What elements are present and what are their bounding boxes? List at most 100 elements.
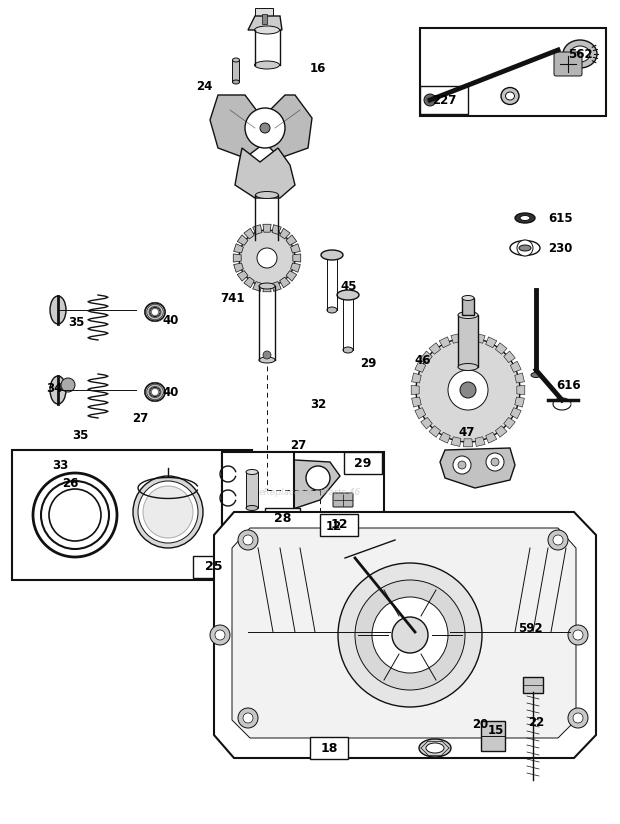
Bar	[462, 298, 474, 315]
Bar	[193, 556, 235, 578]
Ellipse shape	[327, 307, 337, 313]
Polygon shape	[263, 283, 271, 292]
Polygon shape	[291, 263, 300, 272]
Polygon shape	[415, 361, 426, 372]
Polygon shape	[253, 282, 262, 292]
Ellipse shape	[50, 376, 66, 404]
Polygon shape	[232, 528, 576, 738]
Text: 34: 34	[46, 382, 63, 395]
Polygon shape	[280, 277, 290, 288]
Ellipse shape	[570, 46, 590, 62]
Text: 29: 29	[360, 357, 376, 369]
Polygon shape	[272, 282, 281, 292]
Polygon shape	[515, 397, 525, 407]
Text: 592: 592	[518, 621, 542, 634]
Circle shape	[573, 630, 583, 640]
Ellipse shape	[343, 347, 353, 353]
Text: 615: 615	[548, 212, 573, 224]
FancyBboxPatch shape	[333, 493, 353, 507]
Circle shape	[238, 530, 258, 550]
Bar	[310, 737, 348, 759]
Polygon shape	[233, 254, 241, 262]
Circle shape	[61, 378, 75, 392]
Polygon shape	[214, 512, 596, 758]
Ellipse shape	[515, 213, 535, 223]
Polygon shape	[228, 458, 340, 510]
Text: 40: 40	[162, 386, 179, 399]
Circle shape	[553, 535, 563, 545]
Polygon shape	[451, 437, 461, 447]
Bar	[344, 452, 382, 474]
Text: 18: 18	[321, 742, 338, 755]
Circle shape	[568, 625, 588, 645]
Polygon shape	[421, 418, 432, 429]
Polygon shape	[244, 228, 254, 239]
Text: 27: 27	[132, 411, 148, 424]
Ellipse shape	[337, 290, 359, 300]
Polygon shape	[429, 426, 441, 438]
Ellipse shape	[519, 245, 531, 251]
Circle shape	[210, 625, 230, 645]
FancyBboxPatch shape	[554, 52, 582, 76]
Text: 46: 46	[414, 353, 430, 367]
Ellipse shape	[246, 505, 258, 511]
Circle shape	[458, 461, 466, 469]
Text: 16: 16	[310, 62, 326, 74]
Ellipse shape	[520, 216, 530, 221]
Ellipse shape	[232, 58, 239, 62]
Ellipse shape	[255, 236, 278, 244]
Ellipse shape	[531, 372, 541, 377]
Circle shape	[453, 456, 471, 474]
Circle shape	[257, 248, 277, 268]
Text: 29: 29	[354, 456, 371, 470]
Polygon shape	[286, 235, 297, 246]
Polygon shape	[244, 277, 254, 288]
Circle shape	[240, 480, 264, 504]
Polygon shape	[429, 343, 441, 354]
Text: 35: 35	[72, 428, 89, 442]
Polygon shape	[237, 270, 248, 281]
Text: 741: 741	[220, 292, 244, 305]
Ellipse shape	[426, 743, 444, 753]
Circle shape	[448, 370, 488, 410]
Ellipse shape	[563, 40, 597, 68]
Polygon shape	[253, 225, 262, 234]
Polygon shape	[411, 386, 419, 395]
Circle shape	[355, 580, 465, 690]
Circle shape	[338, 563, 482, 707]
Text: 33: 33	[52, 458, 68, 471]
Circle shape	[239, 230, 295, 286]
Ellipse shape	[150, 387, 160, 396]
Polygon shape	[439, 337, 450, 348]
Polygon shape	[235, 148, 295, 198]
Ellipse shape	[145, 383, 165, 401]
Circle shape	[486, 453, 504, 471]
Polygon shape	[510, 408, 521, 419]
Text: 45: 45	[340, 279, 356, 293]
Circle shape	[416, 338, 520, 442]
Polygon shape	[421, 351, 432, 363]
Polygon shape	[265, 95, 312, 158]
Text: 12: 12	[326, 519, 342, 532]
Polygon shape	[234, 244, 244, 253]
Polygon shape	[280, 228, 290, 239]
Polygon shape	[503, 418, 515, 429]
Text: 24: 24	[196, 79, 213, 92]
Ellipse shape	[133, 476, 203, 548]
Ellipse shape	[232, 80, 239, 84]
Text: 27: 27	[290, 438, 306, 452]
Ellipse shape	[50, 296, 66, 324]
Bar	[420, 28, 606, 116]
Circle shape	[263, 351, 271, 359]
Ellipse shape	[259, 283, 275, 289]
Bar	[222, 452, 384, 532]
Ellipse shape	[138, 481, 198, 543]
Text: 32: 32	[310, 397, 326, 410]
Polygon shape	[210, 95, 262, 158]
Text: 15: 15	[488, 723, 505, 737]
Polygon shape	[463, 333, 472, 341]
Ellipse shape	[458, 311, 478, 319]
Polygon shape	[286, 270, 297, 281]
Polygon shape	[272, 225, 281, 234]
Text: 35: 35	[68, 316, 84, 329]
